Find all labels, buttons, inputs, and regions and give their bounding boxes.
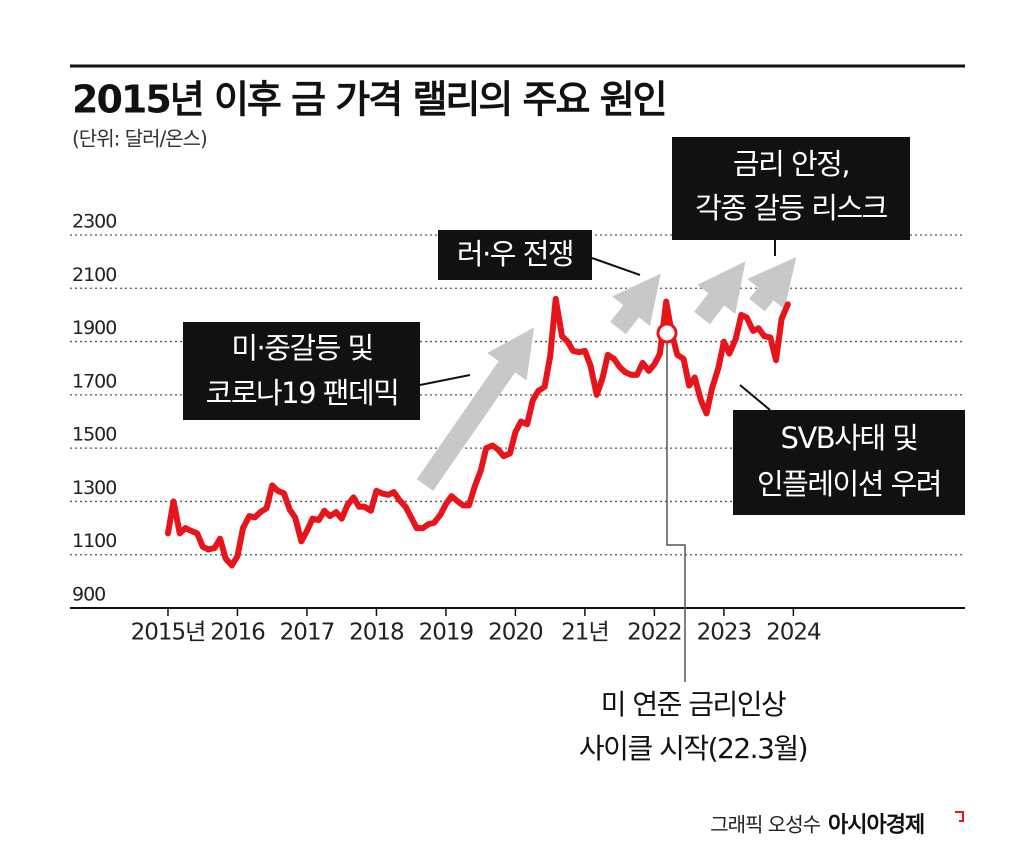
x-tick-label: 2015년 xyxy=(131,620,206,646)
annotation-text: 각종 갈등 리스크 xyxy=(695,191,888,225)
pointer xyxy=(591,257,641,276)
x-tick-label: 2016 xyxy=(210,620,265,646)
annotation-text: SVB사태 및 xyxy=(781,421,918,455)
logo-mark xyxy=(955,811,964,822)
trend-arrow xyxy=(747,256,797,312)
annotation: 미 연준 금리인상 사이클 시작(22.3월) xyxy=(579,322,809,765)
y-tick-label: 1500 xyxy=(72,424,116,446)
pointer xyxy=(419,374,471,386)
trend-arrow xyxy=(610,273,661,335)
chart-title: 2015년 이후 금 가격 랠리의 주요 원인 xyxy=(72,78,666,122)
credit: 그래픽 오성수 xyxy=(710,813,820,837)
x-tick-label: 2017 xyxy=(280,620,335,646)
annotation: 미·중갈등 및 코로나19 팬데믹 xyxy=(183,322,471,420)
annotation-box xyxy=(672,137,910,240)
event-marker xyxy=(656,322,678,344)
annotation-text: 코로나19 팬데믹 xyxy=(206,376,399,410)
annotation: SVB사태 및 인플레이션 우려 xyxy=(733,384,965,515)
annotation-box xyxy=(183,322,420,420)
y-tick-label: 1300 xyxy=(72,477,116,499)
y-tick-label: 900 xyxy=(72,584,105,606)
pointer xyxy=(739,384,771,411)
annotation-text: 미·중갈등 및 xyxy=(231,331,372,365)
annotation-text: 금리 안정, xyxy=(733,147,849,181)
annotation: 금리 안정, 각종 갈등 리스크 xyxy=(672,137,910,256)
y-tick-label: 1100 xyxy=(72,530,116,552)
x-tick-label: 21년 xyxy=(561,620,608,646)
annotation-box xyxy=(438,230,592,280)
price-line xyxy=(165,295,791,569)
x-tick-label: 2024 xyxy=(766,620,821,646)
pointer xyxy=(666,340,686,682)
trend-arrow xyxy=(694,261,746,325)
x-tick-label: 2018 xyxy=(349,620,404,646)
annotation-text: 러·우 전쟁 xyxy=(457,237,573,271)
source: 아시아경제 xyxy=(828,813,924,838)
plot xyxy=(165,295,791,569)
annotation-text: 사이클 시작(22.3월) xyxy=(579,732,807,765)
annotation-text: 인플레이션 우려 xyxy=(757,467,941,501)
trend-arrow xyxy=(416,327,535,491)
y-tick-label: 2100 xyxy=(72,264,116,286)
y-tick-label: 2300 xyxy=(72,211,116,233)
chart-subtitle: (단위: 달러/온스) xyxy=(72,127,207,151)
x-tick-label: 2022 xyxy=(627,620,682,646)
y-tick-label: 1700 xyxy=(72,370,116,392)
y-tick-label: 1900 xyxy=(72,317,116,339)
annotation-box xyxy=(733,410,965,515)
annotation: 러·우 전쟁 xyxy=(438,230,641,280)
x-tick-label: 2019 xyxy=(419,620,474,646)
annotation-text: 미 연준 금리인상 xyxy=(601,688,786,721)
x-tick-label: 2020 xyxy=(488,620,543,646)
trend-arrows xyxy=(416,256,797,491)
x-tick-label: 2023 xyxy=(697,620,752,646)
